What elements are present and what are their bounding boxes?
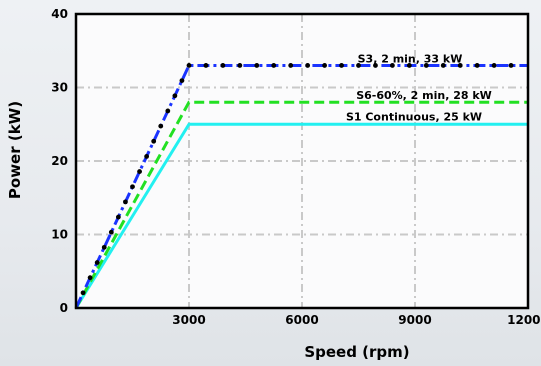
series-marker xyxy=(271,63,277,68)
series-marker xyxy=(406,63,412,68)
series-marker xyxy=(101,244,107,250)
series-line-0 xyxy=(74,63,528,309)
series-marker xyxy=(423,63,429,68)
series-line-2 xyxy=(74,122,528,309)
series-line-1 xyxy=(74,100,528,309)
series-marker xyxy=(108,229,114,235)
series-marker xyxy=(491,63,497,68)
series-marker xyxy=(130,184,135,190)
series-marker xyxy=(220,63,226,68)
series-marker xyxy=(203,63,209,68)
series-marker xyxy=(356,63,361,68)
x-axis-title: Speed (rpm) xyxy=(304,343,409,361)
series-marker xyxy=(137,169,142,174)
y-axis-title: Power (kW) xyxy=(6,101,24,199)
series-label-2: S1 Continuous, 25 kW xyxy=(346,110,482,123)
series-marker xyxy=(254,63,260,68)
series-marker xyxy=(237,63,243,68)
series-label-1: S6-60%, 2 min, 28 kW xyxy=(356,89,492,102)
series-marker xyxy=(165,108,171,114)
series-marker xyxy=(508,63,514,68)
series-marker xyxy=(94,260,100,265)
series-marker xyxy=(80,290,86,296)
series-marker xyxy=(373,63,378,68)
series-label-0: S3, 2 min, 33 kW xyxy=(358,52,463,65)
series-marker xyxy=(158,123,164,129)
series-marker xyxy=(87,275,93,281)
series-marker xyxy=(151,138,157,144)
y-tick-label: 30 xyxy=(51,81,68,95)
x-tick-label: 3000 xyxy=(172,313,205,327)
series-marker xyxy=(390,63,395,68)
series-marker xyxy=(123,199,128,205)
plot-frame xyxy=(74,12,530,310)
series-marker xyxy=(457,63,463,68)
x-tick-label: 9000 xyxy=(398,313,431,327)
series-marker xyxy=(115,214,121,220)
y-tick-label: 40 xyxy=(51,7,68,21)
series-marker xyxy=(322,63,327,68)
series-marker xyxy=(179,78,185,84)
series-marker xyxy=(186,63,192,68)
series-marker xyxy=(474,63,480,68)
y-tick-label: 0 xyxy=(60,301,68,315)
series-marker xyxy=(288,63,294,68)
series-marker xyxy=(172,93,178,99)
y-tick-label: 10 xyxy=(51,228,68,242)
series-marker xyxy=(144,154,150,159)
x-tick-label: 6000 xyxy=(285,313,318,327)
series-marker xyxy=(440,63,446,68)
series-marker xyxy=(339,63,344,68)
y-tick-label: 20 xyxy=(51,154,68,168)
series-marker xyxy=(305,63,311,68)
